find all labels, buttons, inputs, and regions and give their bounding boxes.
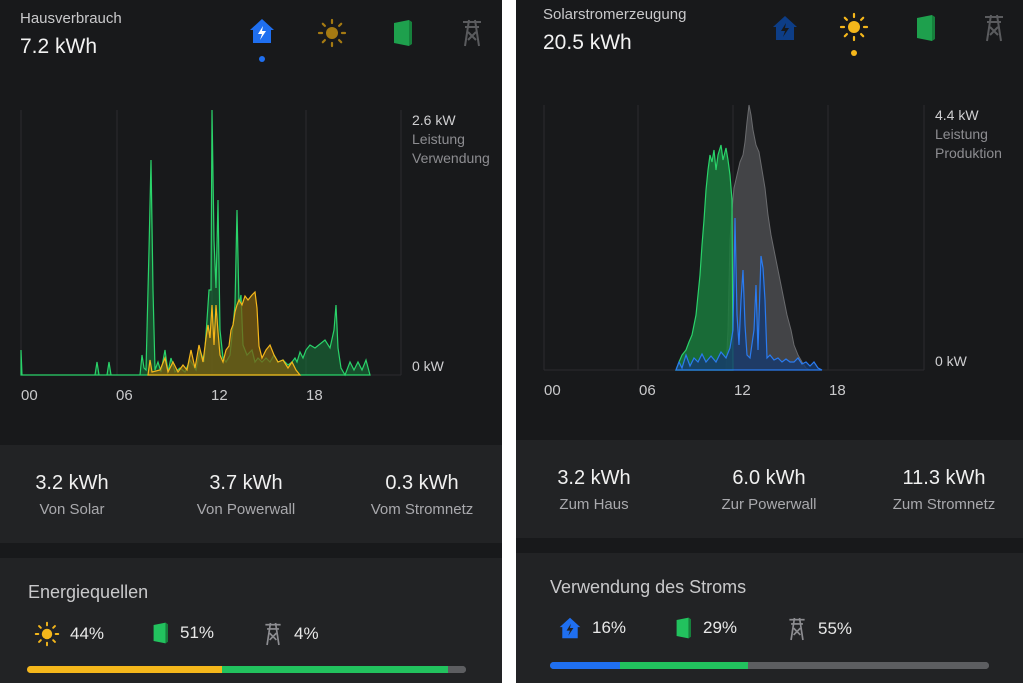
sources-bar <box>27 666 466 673</box>
panel-title: Solarstromerzeugung <box>543 6 687 23</box>
powerwall-icon <box>917 15 935 41</box>
house-consumption-panel: Hausverbrauch 7.2 kWh <box>0 0 502 683</box>
source-solar: 44% <box>34 621 104 647</box>
chart-min-label: 0 kW <box>935 353 967 369</box>
powerwall-percent: 29% <box>703 618 738 637</box>
chart-label-1: Leistung <box>935 126 988 142</box>
powerwall-charge-series <box>675 144 734 371</box>
grid-tower-icon <box>265 622 281 646</box>
active-tab-indicator <box>259 56 265 62</box>
x-tick: 12 <box>211 387 228 404</box>
usage-title: Verwendung des Stroms <box>550 577 747 597</box>
solar-segment <box>27 666 223 673</box>
production-chart <box>543 104 925 371</box>
usage-bar <box>550 662 989 669</box>
grid-tower-icon <box>985 14 1003 42</box>
tab-powerwall[interactable] <box>386 17 418 49</box>
home-icon <box>559 617 581 639</box>
chart-max-label: 4.4 kW <box>935 107 979 123</box>
x-tick: 00 <box>544 382 561 399</box>
sun-icon <box>317 18 347 48</box>
tab-solar[interactable] <box>316 17 348 49</box>
tab-home[interactable] <box>769 12 801 44</box>
panel-title: Hausverbrauch <box>20 10 122 27</box>
chart-max-label: 2.6 kW <box>412 112 456 128</box>
energy-stats: 3.2 kWh Von Solar 3.7 kWh Von Powerwall … <box>0 445 502 543</box>
grid-tower-icon <box>463 19 481 47</box>
usage-home: 16% <box>558 616 626 640</box>
solar-production-panel: Solarstromerzeugung 20.5 kWh <box>516 0 1023 683</box>
grid-export-series <box>725 104 811 371</box>
home-percent: 16% <box>592 618 627 637</box>
powerwall-icon <box>153 622 168 644</box>
solar-series <box>147 290 302 376</box>
tab-powerwall[interactable] <box>909 12 941 44</box>
sources-title: Energiequellen <box>28 582 149 602</box>
tab-grid[interactable] <box>456 17 488 49</box>
grid-segment <box>747 662 989 669</box>
x-tick: 06 <box>639 382 656 399</box>
total-production: 20.5 kWh <box>543 31 632 54</box>
active-tab-indicator <box>851 50 857 56</box>
stat-from-solar: 3.2 kWh Von Solar <box>35 472 109 518</box>
powerwall-percent: 51% <box>180 623 215 642</box>
grid-segment <box>448 666 466 673</box>
x-tick: 00 <box>21 387 38 404</box>
stat-from-powerwall: 3.7 kWh Von Powerwall <box>196 472 296 518</box>
stat-to-powerwall: 6.0 kWh Zur Powerwall <box>721 467 817 513</box>
energy-stats: 3.2 kWh Zum Haus 6.0 kWh Zur Powerwall 1… <box>516 440 1023 538</box>
chart-label-2: Verwendung <box>412 150 490 166</box>
powerwall-icon <box>676 617 691 639</box>
stat-to-grid: 11.3 kWh Zum Stromnetz <box>892 467 996 513</box>
usage-powerwall: 29% <box>673 616 737 640</box>
home-series <box>675 217 823 371</box>
powerwall-series <box>20 109 371 377</box>
powerwall-icon <box>394 20 412 46</box>
x-tick: 12 <box>734 382 751 399</box>
x-tick: 18 <box>829 382 846 399</box>
grid-percent: 4% <box>294 624 319 643</box>
usage-grid: 55% <box>786 616 852 642</box>
home-segment <box>550 662 621 669</box>
sun-icon <box>34 621 60 647</box>
sun-icon <box>839 12 869 42</box>
consumption-chart <box>20 109 402 377</box>
energy-sources-card: Energiequellen 44% 51% <box>0 558 502 683</box>
chart-label-1: Leistung <box>412 131 465 147</box>
source-powerwall: 51% <box>150 621 214 645</box>
grid-tower-icon <box>789 617 805 641</box>
home-icon <box>250 19 274 43</box>
solar-percent: 44% <box>70 624 105 643</box>
powerwall-segment <box>620 662 748 669</box>
chart-label-2: Produktion <box>935 145 1002 161</box>
grid-percent: 55% <box>818 619 853 638</box>
stat-from-grid: 0.3 kWh Vom Stromnetz <box>370 472 474 518</box>
tab-grid[interactable] <box>978 12 1010 44</box>
powerwall-segment <box>222 666 449 673</box>
power-usage-card: Verwendung des Stroms 16% 29% <box>516 553 1023 683</box>
x-tick: 18 <box>306 387 323 404</box>
stat-to-home: 3.2 kWh Zum Haus <box>557 467 631 513</box>
tab-home[interactable] <box>246 15 278 47</box>
total-consumption: 7.2 kWh <box>20 35 98 58</box>
x-tick: 06 <box>116 387 133 404</box>
source-grid: 4% <box>262 621 319 647</box>
chart-min-label: 0 kW <box>412 358 444 374</box>
home-icon <box>773 16 797 40</box>
tab-solar[interactable] <box>838 11 870 43</box>
